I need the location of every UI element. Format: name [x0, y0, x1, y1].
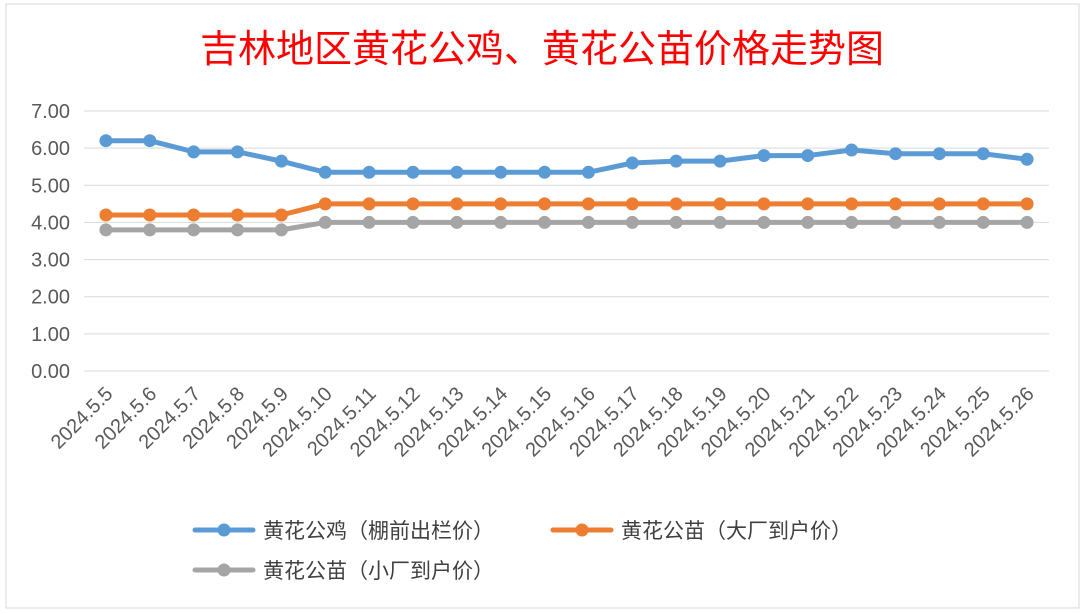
legend-swatch-marker [575, 523, 589, 537]
data-point [187, 223, 201, 237]
data-point [538, 165, 552, 179]
data-point [494, 197, 508, 211]
data-point [757, 197, 771, 211]
data-point [581, 197, 595, 211]
y-tick-label: 6.00 [31, 138, 70, 160]
y-axis-ticks: 0.00 1.00 2.00 3.00 4.00 5.00 6.00 7.00 [31, 101, 70, 383]
y-tick-label: 2.00 [31, 287, 70, 309]
data-point [274, 208, 288, 222]
data-point [845, 143, 859, 157]
data-point [888, 197, 902, 211]
chart-border [5, 3, 1080, 609]
data-point [450, 215, 464, 229]
data-point [669, 154, 683, 168]
y-tick-label: 0.00 [31, 361, 70, 383]
series-layer [99, 134, 1034, 237]
data-point [669, 197, 683, 211]
data-point [143, 223, 157, 237]
data-point [406, 165, 420, 179]
data-point [318, 165, 332, 179]
data-point [362, 165, 376, 179]
data-point [1020, 197, 1034, 211]
data-point [1020, 152, 1034, 166]
data-point [274, 154, 288, 168]
data-point [757, 215, 771, 229]
data-point [538, 215, 552, 229]
data-point [99, 134, 113, 148]
legend-label: 黄花公苗（小厂到户价） [263, 559, 494, 583]
data-point [888, 147, 902, 161]
legend-swatch-marker [217, 523, 231, 537]
y-tick-label: 1.00 [31, 324, 70, 346]
data-point [1020, 215, 1034, 229]
data-point [801, 197, 815, 211]
data-point [143, 134, 157, 148]
data-point [625, 197, 639, 211]
data-point [713, 197, 727, 211]
legend-swatch-marker [217, 563, 231, 577]
data-point [231, 208, 245, 222]
data-point [99, 223, 113, 237]
data-point [888, 215, 902, 229]
data-point [976, 215, 990, 229]
data-point [581, 165, 595, 179]
data-point [669, 215, 683, 229]
data-point [801, 215, 815, 229]
data-point [187, 145, 201, 159]
y-tick-label: 3.00 [31, 250, 70, 272]
data-point [187, 208, 201, 222]
data-point [801, 149, 815, 163]
y-tick-label: 5.00 [31, 175, 70, 197]
data-point [845, 215, 859, 229]
data-point [625, 215, 639, 229]
data-point [713, 215, 727, 229]
data-point [713, 154, 727, 168]
legend-item: 黄花公苗（大厂到户价） [550, 519, 852, 543]
data-point [406, 197, 420, 211]
data-point [581, 215, 595, 229]
y-tick-label: 7.00 [31, 101, 70, 123]
legend-item: 黄花公苗（小厂到户价） [192, 559, 494, 583]
series-line [103, 138, 1030, 175]
legend: 黄花公鸡（棚前出栏价） 黄花公苗（大厂到户价） 黄花公苗（小厂到户价） [192, 519, 852, 583]
data-point [494, 215, 508, 229]
data-point [625, 156, 639, 170]
data-point [494, 165, 508, 179]
data-point [318, 197, 332, 211]
legend-label: 黄花公鸡（棚前出栏价） [263, 519, 494, 543]
data-point [757, 149, 771, 163]
series-line [103, 201, 1030, 218]
data-point [932, 215, 946, 229]
data-point [318, 215, 332, 229]
data-point [274, 223, 288, 237]
series-group [99, 197, 1034, 222]
data-point [406, 215, 420, 229]
data-point [976, 197, 990, 211]
data-point [362, 215, 376, 229]
legend-item: 黄花公鸡（棚前出栏价） [192, 519, 494, 543]
data-point [231, 145, 245, 159]
series-line [103, 219, 1030, 233]
data-point [362, 197, 376, 211]
data-point [143, 208, 157, 222]
data-point [932, 197, 946, 211]
data-point [976, 147, 990, 161]
data-point [845, 197, 859, 211]
data-point [450, 165, 464, 179]
data-point [932, 147, 946, 161]
series-group [99, 215, 1034, 237]
data-point [538, 197, 552, 211]
series-group [99, 134, 1034, 179]
chart-title: 吉林地区黄花公鸡、黄花公苗价格走势图 [200, 27, 884, 71]
legend-label: 黄花公苗（大厂到户价） [621, 519, 852, 543]
y-tick-label: 4.00 [31, 212, 70, 234]
data-point [99, 208, 113, 222]
data-point [231, 223, 245, 237]
data-point [450, 197, 464, 211]
